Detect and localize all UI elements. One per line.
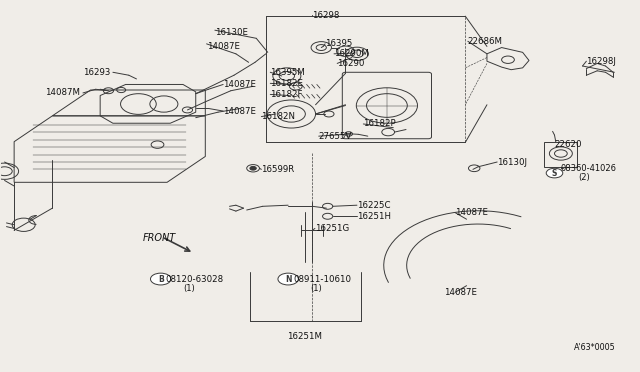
Text: 27655V: 27655V: [319, 132, 352, 141]
Text: 16130E: 16130E: [215, 28, 248, 37]
Text: 16395M: 16395M: [270, 68, 305, 77]
Bar: [544, 142, 577, 167]
Text: B: B: [158, 275, 164, 283]
Text: FRONT: FRONT: [143, 233, 176, 243]
Text: (2): (2): [578, 173, 590, 182]
Text: 16290: 16290: [337, 59, 365, 68]
Text: 16225C: 16225C: [357, 201, 390, 210]
Circle shape: [250, 166, 256, 170]
Text: S: S: [552, 169, 557, 177]
Text: (1): (1): [310, 284, 322, 293]
Text: 08360-41026: 08360-41026: [561, 164, 617, 173]
Text: 14087E: 14087E: [444, 288, 477, 297]
Text: 14087E: 14087E: [207, 42, 239, 51]
Text: A'63*0005: A'63*0005: [573, 343, 616, 352]
Text: 16395: 16395: [325, 39, 353, 48]
Text: 16251G: 16251G: [315, 224, 349, 233]
Text: 16182P: 16182P: [364, 119, 396, 128]
Text: 22686M: 22686M: [468, 37, 503, 46]
Text: (1): (1): [183, 284, 195, 293]
Text: 08911-10610: 08911-10610: [293, 275, 351, 283]
Text: 16130J: 16130J: [497, 157, 527, 167]
Text: 16298: 16298: [312, 10, 340, 20]
Text: N: N: [285, 275, 291, 283]
Circle shape: [546, 168, 563, 178]
Text: 16293: 16293: [83, 68, 110, 77]
Text: 16290M: 16290M: [334, 49, 369, 58]
Text: 14087M: 14087M: [45, 89, 80, 97]
Text: 16251M: 16251M: [287, 332, 322, 341]
Text: 08120-63028: 08120-63028: [166, 275, 224, 283]
Text: 14087E: 14087E: [223, 106, 256, 116]
Text: 16298J: 16298J: [586, 57, 616, 66]
Text: 14087E: 14087E: [455, 208, 488, 217]
Text: 14087E: 14087E: [223, 80, 256, 89]
Text: 16182N: 16182N: [261, 112, 296, 121]
Text: 16251H: 16251H: [357, 212, 391, 221]
Text: 16182E: 16182E: [270, 79, 303, 88]
Text: 22620: 22620: [554, 140, 582, 149]
Circle shape: [278, 273, 298, 285]
Text: 16182F: 16182F: [270, 90, 303, 99]
Circle shape: [150, 273, 171, 285]
Text: 16599R: 16599R: [261, 165, 294, 174]
